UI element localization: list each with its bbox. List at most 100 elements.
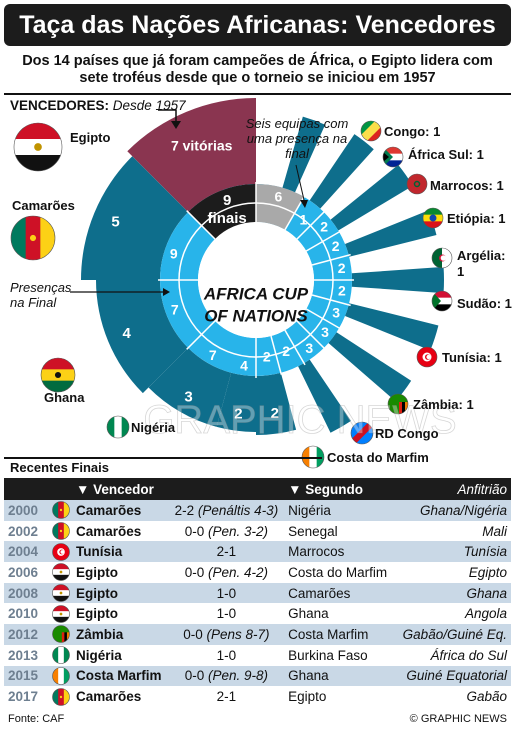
row-score-value: 0-0 [184, 668, 205, 684]
center-label-1: AFRICA CUP [203, 285, 309, 304]
row-score-value: 1-0 [216, 647, 237, 663]
flag-egypt-icon [52, 563, 70, 582]
row-year: 2013 [8, 647, 39, 663]
spoke-etiópia [345, 210, 437, 257]
spoke-argélia [351, 266, 444, 294]
table-row: 2008 Egipto 1-0 Camarões Ghana [4, 582, 511, 604]
finals-word: finais [208, 210, 247, 227]
spoke-áfrica-sul [309, 134, 374, 209]
label-argelia: Argélia: 1 [457, 248, 506, 279]
wedge-costa-do-marfim [216, 372, 256, 433]
flag-egypt-icon [52, 563, 70, 582]
row-winner: Costa Marfim [72, 665, 169, 687]
wedge-value: 5 [111, 213, 119, 230]
row-winner: Camarões [76, 523, 142, 539]
table-row: 2015 Costa Marfim 0-0 (Pen. 9-8) Ghana Guiné… [4, 665, 511, 687]
table-row: 2006 Egipto 0-0 (Pen. 4-2) Costa do Marfim E… [4, 562, 511, 583]
row-year: 2000 [4, 500, 50, 521]
label-sudao: Sudão: 1 [457, 296, 512, 311]
ring-number: 3 [332, 304, 340, 320]
ring-number: 7 [171, 302, 179, 318]
row-host: Angola [464, 606, 507, 622]
label-egipto: Egipto [70, 130, 111, 145]
spoke-zâmbia [298, 359, 352, 433]
table-row: 2013 Nigéria 1-0 Burkina Faso África do Sul [4, 645, 511, 666]
flag-sudan-icon [431, 290, 453, 312]
header-winner: ▼ Vencedor [72, 478, 169, 500]
ring-number: 9 [170, 245, 178, 261]
wedge-value: 2 [271, 405, 279, 422]
flag-cameroon-icon [52, 522, 70, 540]
wedge-camarões [81, 156, 189, 280]
flag-cameroon-icon [52, 687, 70, 706]
ring-number: 7 [209, 347, 217, 363]
flag-ivory-icon [52, 667, 70, 685]
table-header-row: ▼ Vencedor ▼ Segundo Anfitrião [4, 478, 511, 500]
row-host: Mali [482, 523, 507, 539]
table-row: 2010 Egipto 1-0 Ghana Angola [4, 603, 511, 624]
flag-egypt-icon [13, 122, 63, 172]
flag-egypt-icon [52, 604, 70, 623]
row-winner: Egipto [76, 564, 118, 580]
row-host: Guiné Equatorial [394, 665, 511, 687]
row-host: Gabão [466, 689, 507, 705]
ring-number: 2 [320, 219, 328, 235]
ring-number: 2 [338, 283, 346, 299]
row-flag [50, 645, 72, 666]
finals-count: 9 [223, 192, 231, 209]
winners-label: VENCEDORES: [10, 98, 110, 113]
row-year: 2008 [4, 582, 50, 604]
wedge-ghana [96, 280, 189, 394]
ring-number: 6 [274, 188, 282, 204]
flag-nigeria-icon [52, 646, 70, 664]
row-winner: Egipto [72, 582, 169, 604]
header-host: Anfitrião [394, 478, 511, 500]
ring-number: 2 [338, 260, 346, 276]
label-zambia: Zâmbia: 1 [413, 397, 474, 412]
row-year: 2015 [4, 665, 50, 687]
flag-egypt-icon [52, 584, 70, 602]
table-row: 2017 Camarões 2-1 Egipto Gabão [4, 686, 511, 707]
spoke-congo [282, 116, 326, 193]
row-score: 0-0 (Pen. 9-8) [168, 665, 285, 687]
row-winner: Zâmbia [72, 624, 169, 645]
header-runner-up: ▼ Segundo [284, 478, 395, 500]
row-score-note: (Pen. 4-2) [208, 564, 269, 580]
row-runner-up: Senegal [288, 523, 338, 539]
row-year: 2017 [8, 689, 39, 705]
flag-zambia-icon [52, 625, 70, 644]
ring-number: 2 [332, 238, 340, 254]
flag-cameroon-icon [52, 522, 70, 540]
flag-cameroon-icon [52, 501, 70, 520]
flag-ivory-icon [52, 667, 70, 685]
center-label-2: OF NATIONS [204, 307, 308, 326]
row-score-value: 1-0 [216, 585, 237, 601]
row-flag [50, 521, 72, 542]
row-flag [50, 582, 72, 604]
row-score-value: 0-0 [183, 626, 203, 642]
label-camaroes: Camarões [12, 198, 75, 213]
row-runner-up: Marrocos [284, 541, 395, 563]
flag-zambia-icon [387, 393, 409, 415]
flag-cameroon-icon [52, 687, 70, 706]
row-score-value: 2-1 [216, 544, 237, 560]
label-costa: Costa do Marfim [327, 450, 429, 465]
flag-cameroon-icon [10, 215, 56, 261]
table-body: 2000 Camarões 2-2 (Penáltis 4-3) Nigéria Gha… [4, 500, 511, 707]
row-winner: Nigéria [76, 647, 122, 663]
row-runner-up: Burkina Faso [288, 647, 368, 663]
row-score: 0-0 (Pen. 4-2) [169, 562, 284, 583]
row-winner: Camarões [76, 689, 142, 705]
row-runner-up: Ghana [284, 665, 395, 687]
row-runner-up: Camarões [284, 582, 395, 604]
wedge-rd-congo [256, 372, 297, 435]
ring-number: 2 [282, 343, 290, 359]
divider-mid [4, 457, 322, 459]
ring-number: 4 [240, 358, 248, 374]
recent-finals-table: ▼ Vencedor ▼ Segundo Anfitrião 2000 Camar… [4, 478, 511, 707]
recent-finals-title: Recentes Finais [10, 460, 109, 475]
flag-tunisia-icon [416, 346, 438, 368]
spoke-marrocos [330, 164, 413, 231]
presencas-label: Presenças na Final [10, 280, 72, 310]
